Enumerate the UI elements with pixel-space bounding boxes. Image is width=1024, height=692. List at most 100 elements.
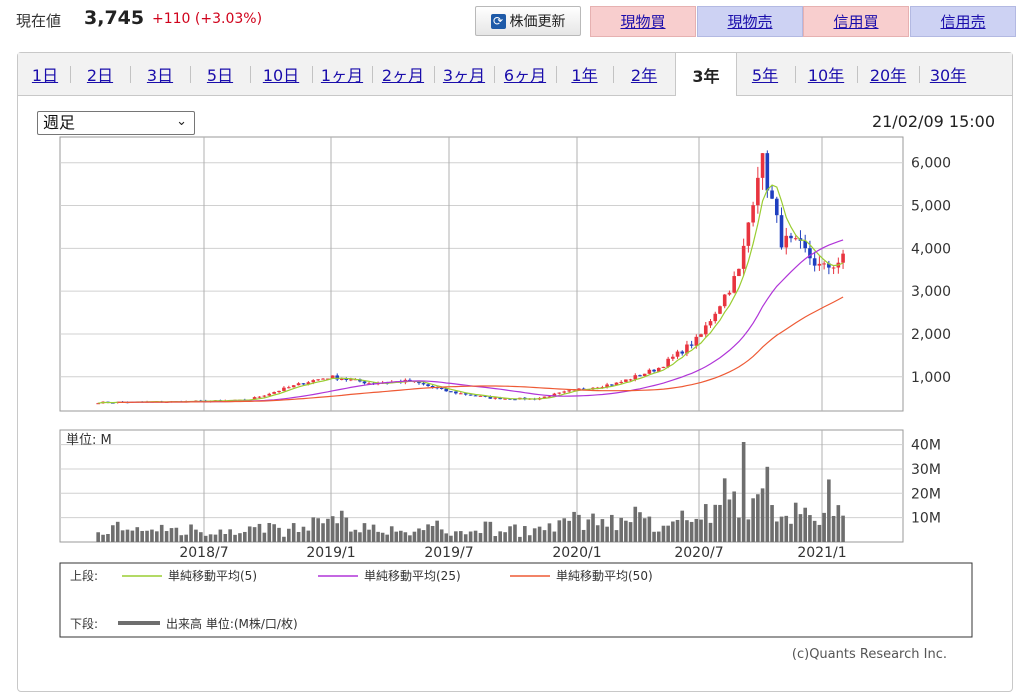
tab-3日[interactable]: 3日	[146, 66, 174, 85]
tab-separator	[312, 66, 313, 83]
candle-body	[562, 391, 567, 393]
tab-2ヶ月[interactable]: 2ヶ月	[381, 66, 425, 85]
candle-body	[272, 392, 276, 394]
copyright-credit: (c)Quants Research Inc.	[791, 647, 947, 662]
spot-sell-button[interactable]: 現物売	[697, 6, 803, 37]
volume-bar	[194, 529, 198, 542]
tab-1ヶ月[interactable]: 1ヶ月	[320, 66, 364, 85]
volume-bar	[732, 491, 736, 542]
volume-bar	[257, 523, 262, 542]
x-tick-label: 2021/1	[797, 545, 846, 561]
volume-bar	[101, 534, 105, 542]
volume-bar	[203, 535, 208, 542]
candle-body	[713, 313, 718, 322]
refresh-price-button[interactable]: ⟳ 株価更新	[475, 6, 581, 36]
tab-separator	[494, 66, 495, 83]
tab-separator	[372, 66, 373, 83]
volume-bar	[394, 531, 399, 542]
candle-body	[841, 253, 845, 263]
candle-body	[619, 381, 623, 383]
volume-bar	[513, 524, 517, 542]
volume-bar	[223, 534, 228, 542]
candle-body	[689, 344, 694, 346]
volume-bar	[272, 524, 276, 542]
volume-bar	[708, 522, 713, 542]
candle-body	[339, 379, 344, 381]
tab-2日[interactable]: 2日	[86, 66, 114, 85]
tab-10日[interactable]: 10日	[262, 66, 300, 85]
tab-3年[interactable]: 3年	[675, 53, 737, 96]
period-select-value: 週足	[43, 113, 76, 132]
candle-body	[737, 268, 741, 277]
volume-bar	[746, 519, 751, 542]
volume-bar	[624, 520, 628, 542]
candle-body	[718, 306, 722, 314]
candle-body	[605, 384, 609, 388]
tab-6ヶ月[interactable]: 6ヶ月	[503, 66, 547, 85]
candle-body	[727, 292, 732, 295]
candle-body	[694, 336, 699, 346]
candle-body	[547, 396, 552, 398]
candle-body	[614, 382, 619, 385]
volume-bar	[140, 530, 144, 542]
candle-body	[746, 222, 751, 246]
candle-body	[257, 396, 262, 398]
volume-bar	[435, 520, 439, 542]
volume-bar	[642, 518, 647, 542]
volume-bar	[647, 516, 652, 542]
candle-body	[708, 321, 713, 326]
tab-10年[interactable]: 10年	[807, 66, 845, 85]
volume-bar	[609, 514, 614, 542]
candle-body	[784, 235, 789, 248]
volume-unit-label: 単位: M	[66, 432, 112, 448]
volume-bar	[426, 524, 430, 542]
tab-separator	[190, 66, 191, 83]
tab-5年[interactable]: 5年	[751, 66, 779, 85]
volume-bar	[841, 515, 845, 542]
candle-body	[513, 399, 517, 401]
period-select[interactable]: 週足 ⌄	[37, 111, 195, 135]
tab-3ヶ月[interactable]: 3ヶ月	[442, 66, 486, 85]
volume-bar	[680, 510, 685, 542]
volume-bar	[542, 530, 547, 542]
margin-buy-button[interactable]: 信用買	[803, 6, 909, 37]
spot-buy-button[interactable]: 現物買	[590, 6, 696, 37]
tab-20年[interactable]: 20年	[869, 66, 907, 85]
candle-body	[439, 387, 444, 389]
quote-header: 現在値 3,745 +110 (+3.03%) ⟳ 株価更新 現物買 現物売 信…	[0, 0, 1024, 44]
volume-bar	[694, 518, 699, 542]
candle-body	[473, 395, 478, 397]
volume-bar	[115, 521, 120, 542]
volume-bar	[751, 498, 755, 542]
candle-body	[367, 383, 371, 385]
candle-body	[426, 384, 430, 386]
volume-bar	[562, 518, 567, 542]
volume-bar	[685, 520, 689, 542]
legend-item-label: 単純移動平均(25)	[364, 569, 461, 583]
candle-body	[483, 395, 488, 397]
tab-1日[interactable]: 1日	[31, 66, 59, 85]
tab-30年[interactable]: 30年	[929, 66, 967, 85]
volume-bar	[468, 531, 473, 542]
price-tick-label: 4,000	[911, 241, 951, 257]
candle-body	[503, 398, 507, 400]
volume-bar	[287, 528, 291, 542]
tab-5日[interactable]: 5日	[206, 66, 234, 85]
margin-sell-button[interactable]: 信用売	[910, 6, 1016, 37]
candle-body	[770, 190, 774, 199]
candle-body	[666, 358, 670, 367]
tab-1年[interactable]: 1年	[571, 66, 598, 85]
volume-bar	[282, 536, 286, 542]
volume-bar	[619, 517, 623, 542]
candle-body	[732, 276, 736, 293]
sma-50-line	[117, 296, 844, 403]
candle-body	[624, 379, 628, 382]
chevron-down-icon: ⌄	[176, 114, 187, 129]
candle-body	[306, 382, 311, 385]
candle-body	[252, 397, 257, 400]
price-tick-label: 6,000	[911, 156, 951, 172]
candle-body	[326, 378, 330, 380]
volume-bar	[306, 530, 311, 542]
tab-2年[interactable]: 2年	[630, 66, 658, 85]
candle-body	[628, 379, 633, 381]
